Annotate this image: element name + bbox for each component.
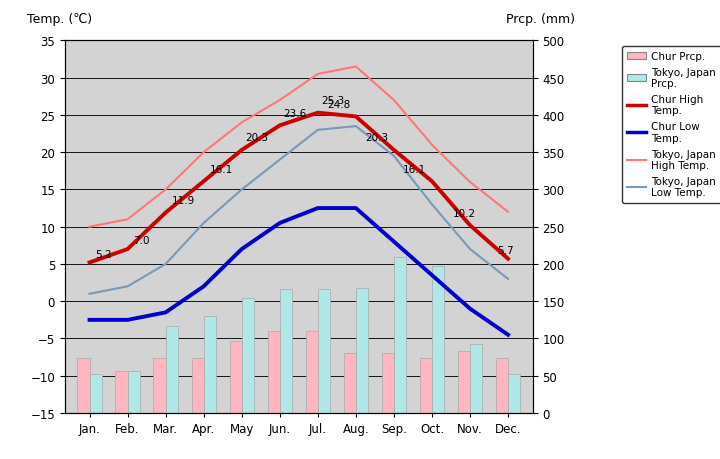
Bar	[204, 316, 216, 413]
Bar	[420, 358, 432, 413]
Text: 7.0: 7.0	[133, 235, 150, 246]
Text: 20.3: 20.3	[365, 133, 388, 143]
Text: 5.7: 5.7	[497, 245, 514, 255]
Bar	[306, 331, 318, 413]
Bar	[382, 353, 394, 413]
Text: 10.2: 10.2	[453, 208, 476, 218]
Bar	[356, 288, 368, 413]
Bar	[496, 358, 508, 413]
Bar	[230, 341, 242, 413]
Bar	[318, 289, 330, 413]
Bar	[394, 257, 406, 413]
Bar	[458, 352, 470, 413]
Text: 24.8: 24.8	[327, 100, 350, 110]
Bar	[153, 358, 166, 413]
Legend: Chur Prcp., Tokyo, Japan
Prcp., Chur High
Temp., Chur Low
Temp., Tokyo, Japan
Hi: Chur Prcp., Tokyo, Japan Prcp., Chur Hig…	[622, 46, 720, 203]
Bar	[470, 345, 482, 413]
Bar	[89, 375, 102, 413]
Bar	[127, 371, 140, 413]
Text: 20.3: 20.3	[246, 133, 269, 143]
Bar	[432, 267, 444, 413]
Bar	[166, 326, 178, 413]
Bar	[192, 358, 204, 413]
Text: Prcp. (mm): Prcp. (mm)	[506, 13, 575, 27]
Bar	[115, 371, 127, 413]
Bar	[242, 299, 254, 413]
Text: 23.6: 23.6	[284, 108, 307, 118]
Bar	[77, 358, 89, 413]
Text: 16.1: 16.1	[403, 164, 426, 174]
Bar	[280, 289, 292, 413]
Text: Temp. (℃): Temp. (℃)	[27, 13, 92, 27]
Text: 16.1: 16.1	[210, 164, 233, 174]
Bar	[268, 331, 280, 413]
Text: 5.2: 5.2	[95, 249, 112, 259]
Bar	[508, 375, 521, 413]
Text: 25.3: 25.3	[322, 96, 345, 106]
Text: 11.9: 11.9	[171, 196, 194, 206]
Bar	[343, 353, 356, 413]
